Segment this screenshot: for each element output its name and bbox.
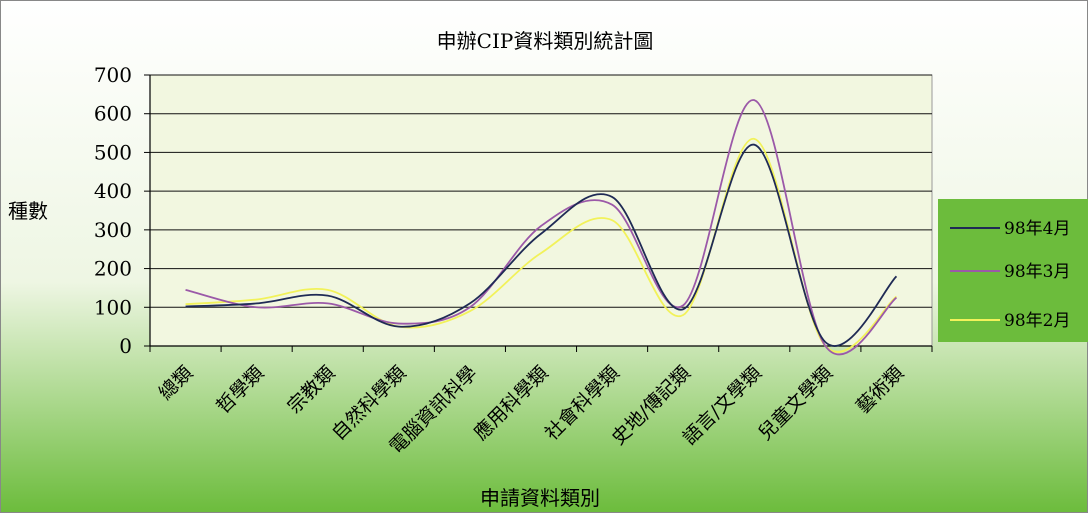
y-tick-label: 300 <box>94 218 132 242</box>
legend-item: 98年4月 <box>1004 219 1070 239</box>
series-line <box>185 99 898 356</box>
y-tick-label: 700 <box>94 63 132 87</box>
x-axis-label: 申請資料類別 <box>480 486 600 510</box>
y-axis-label: 種數 <box>8 199 48 223</box>
legend-item: 98年3月 <box>1004 262 1070 282</box>
y-tick-label: 0 <box>119 334 132 358</box>
series-lines <box>185 99 898 356</box>
y-tick-label: 100 <box>94 295 132 319</box>
plot-area <box>149 74 933 347</box>
series-line <box>185 143 898 347</box>
y-tick-label: 500 <box>94 140 132 164</box>
legend-item: 98年2月 <box>1004 311 1070 331</box>
y-tick-label: 200 <box>94 257 132 281</box>
chart-title: 申辦CIP資料類別統計圖 <box>437 29 654 53</box>
y-tick-label: 600 <box>94 102 132 126</box>
legend: 98年4月 98年3月 98年2月 <box>938 199 1088 342</box>
y-tick-label: 400 <box>94 179 132 203</box>
